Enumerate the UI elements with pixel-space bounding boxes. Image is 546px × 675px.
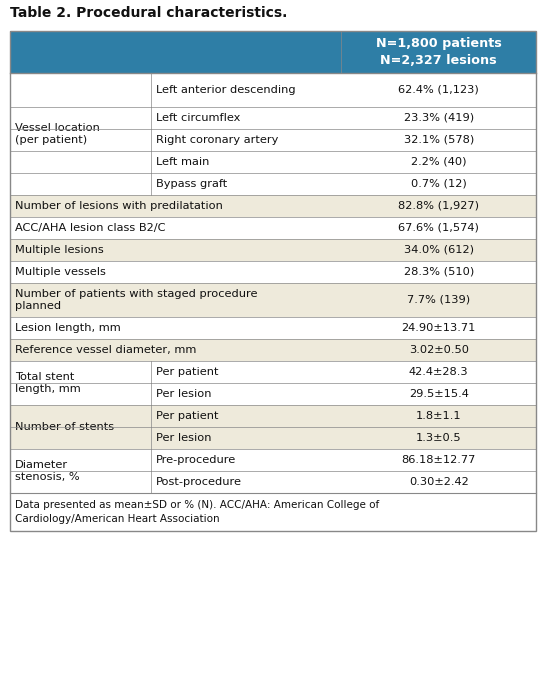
Text: Number of patients with staged procedure
planned: Number of patients with staged procedure… — [15, 289, 258, 311]
Text: 2.2% (40): 2.2% (40) — [411, 157, 466, 167]
Bar — [10, 31, 536, 73]
Text: Post-procedure: Post-procedure — [156, 477, 242, 487]
Text: Vessel location
(per patient): Vessel location (per patient) — [15, 123, 100, 145]
Text: Lesion length, mm: Lesion length, mm — [15, 323, 121, 333]
Bar — [10, 31, 536, 531]
Text: 29.5±15.4: 29.5±15.4 — [409, 389, 468, 399]
Text: 23.3% (419): 23.3% (419) — [403, 113, 474, 123]
Text: 82.8% (1,927): 82.8% (1,927) — [398, 201, 479, 211]
Bar — [10, 471, 536, 493]
Text: Per lesion: Per lesion — [156, 433, 211, 443]
Bar — [10, 261, 536, 283]
Text: Total stent
length, mm: Total stent length, mm — [15, 372, 81, 394]
Text: Bypass graft: Bypass graft — [156, 179, 227, 189]
Bar — [10, 107, 536, 129]
Text: Table 2. Procedural characteristics.: Table 2. Procedural characteristics. — [10, 6, 287, 20]
Bar — [10, 173, 536, 195]
Bar — [10, 195, 536, 217]
Text: 1.3±0.5: 1.3±0.5 — [416, 433, 461, 443]
Text: Diameter
stenosis, %: Diameter stenosis, % — [15, 460, 80, 482]
Text: Per patient: Per patient — [156, 411, 218, 421]
Bar — [10, 151, 536, 173]
Text: 0.7% (12): 0.7% (12) — [411, 179, 467, 189]
Bar — [10, 493, 536, 531]
Bar — [10, 383, 536, 405]
Text: Number of lesions with predilatation: Number of lesions with predilatation — [15, 201, 223, 211]
Text: Multiple lesions: Multiple lesions — [15, 245, 104, 255]
Bar — [10, 73, 536, 107]
Text: 42.4±28.3: 42.4±28.3 — [409, 367, 468, 377]
Text: Multiple vessels: Multiple vessels — [15, 267, 106, 277]
Bar — [10, 283, 536, 317]
Text: 3.02±0.50: 3.02±0.50 — [409, 345, 468, 355]
Text: Left main: Left main — [156, 157, 209, 167]
Text: 24.90±13.71: 24.90±13.71 — [401, 323, 476, 333]
Text: Reference vessel diameter, mm: Reference vessel diameter, mm — [15, 345, 197, 355]
Text: ACC/AHA lesion class B2/C: ACC/AHA lesion class B2/C — [15, 223, 165, 233]
Text: 62.4% (1,123): 62.4% (1,123) — [399, 85, 479, 95]
Text: 32.1% (578): 32.1% (578) — [403, 135, 474, 145]
Bar — [10, 405, 536, 427]
Text: Left circumflex: Left circumflex — [156, 113, 240, 123]
Text: 34.0% (612): 34.0% (612) — [403, 245, 474, 255]
Text: 1.8±1.1: 1.8±1.1 — [416, 411, 461, 421]
Bar — [10, 361, 536, 383]
Bar — [10, 339, 536, 361]
Text: Per patient: Per patient — [156, 367, 218, 377]
Bar — [10, 317, 536, 339]
Text: 7.7% (139): 7.7% (139) — [407, 295, 470, 305]
Text: Left anterior descending: Left anterior descending — [156, 85, 295, 95]
Bar — [10, 449, 536, 471]
Text: Pre-procedure: Pre-procedure — [156, 455, 236, 465]
Text: Right coronary artery: Right coronary artery — [156, 135, 278, 145]
Text: Per lesion: Per lesion — [156, 389, 211, 399]
Bar — [10, 217, 536, 239]
Text: 0.30±2.42: 0.30±2.42 — [409, 477, 468, 487]
Text: Number of stents: Number of stents — [15, 422, 114, 432]
Text: 67.6% (1,574): 67.6% (1,574) — [398, 223, 479, 233]
Text: N=1,800 patients
N=2,327 lesions: N=1,800 patients N=2,327 lesions — [376, 36, 502, 68]
Text: 86.18±12.77: 86.18±12.77 — [401, 455, 476, 465]
Bar — [10, 129, 536, 151]
Bar — [10, 427, 536, 449]
Text: Data presented as mean±SD or % (N). ACC/AHA: American College of
Cardiology/Amer: Data presented as mean±SD or % (N). ACC/… — [15, 500, 379, 524]
Bar — [10, 239, 536, 261]
Text: 28.3% (510): 28.3% (510) — [403, 267, 474, 277]
